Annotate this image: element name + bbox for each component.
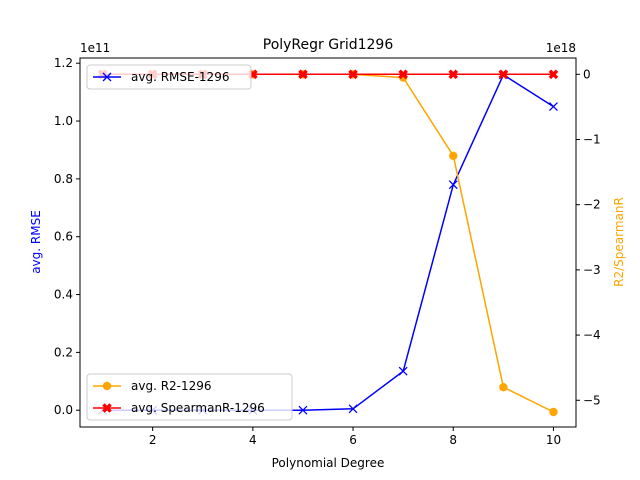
left-tick-label: 1.2	[54, 56, 73, 70]
data-point	[398, 366, 408, 376]
right-tick-label: −3	[583, 263, 601, 277]
right-offset-text: 1e18	[546, 41, 576, 55]
ticks-layer: 2 4 6 8 10 0.0 0.2 0.4 0.6 0.8 1.0 1.2 −5 −4 −3 −2 −1 0	[54, 56, 601, 447]
legend-entry: avg. RMSE-1296	[93, 70, 229, 84]
y-axis-label-left: avg. RMSE	[29, 210, 43, 274]
marker-stroke	[498, 69, 509, 80]
x-tick-label: 6	[349, 433, 357, 447]
data-point	[498, 69, 509, 80]
x-tick-label: 2	[149, 433, 157, 447]
data-point	[548, 102, 558, 112]
marker-stroke	[548, 69, 559, 80]
legend-marker	[102, 72, 112, 82]
right-tick-label: −5	[583, 393, 601, 407]
legend-label: avg. SpearmanR-1296	[131, 401, 265, 415]
marker-stroke	[398, 366, 408, 376]
right-tick-label: −1	[583, 132, 601, 146]
right-tick-label: −2	[583, 198, 601, 212]
left-tick-label: 1.0	[54, 114, 73, 128]
legend-marker	[102, 403, 112, 413]
left-tick-label: 0.2	[54, 345, 73, 359]
marker-stroke	[548, 102, 558, 112]
data-point	[549, 407, 558, 417]
legend-box	[86, 373, 293, 421]
data-point	[548, 69, 559, 80]
marker-stroke	[448, 180, 458, 190]
legend-entry: avg. SpearmanR-1296	[93, 401, 265, 415]
marker-stroke	[398, 69, 408, 80]
legend-0: avg. RMSE-1296	[86, 64, 252, 90]
data-point	[348, 404, 358, 414]
x-tick-label: 10	[546, 433, 561, 447]
legend-label: avg. RMSE-1296	[131, 70, 229, 84]
legend-marker	[102, 381, 112, 391]
data-point	[298, 405, 308, 415]
left-offset-text: 1e11	[80, 41, 110, 55]
data-point	[348, 69, 358, 80]
x-tick-label: 8	[449, 433, 457, 447]
left-tick-label: 0.4	[54, 288, 73, 302]
data-point	[298, 69, 308, 80]
left-tick-label: 0.0	[54, 403, 73, 417]
data-point	[499, 383, 508, 392]
legend-layer: avg. RMSE-1296 avg. R2-1296 avg. SpearmanR…	[86, 64, 293, 421]
left-tick-label: 0.6	[54, 230, 73, 244]
marker-stroke	[348, 69, 358, 80]
data-point	[448, 69, 459, 80]
legend-box	[86, 64, 252, 90]
data-point	[448, 180, 458, 190]
chart-title: PolyRegr Grid1296	[263, 37, 394, 53]
right-tick-label: −4	[583, 328, 601, 342]
legend-label: avg. R2-1296	[131, 379, 212, 393]
left-tick-label: 0.8	[54, 172, 73, 186]
plot-frame	[79, 57, 577, 428]
legend-entry: avg. R2-1296	[93, 379, 212, 393]
x-axis-label: Polynomial Degree	[272, 456, 385, 470]
marker-stroke	[298, 405, 308, 415]
marker-stroke	[298, 69, 308, 80]
marker-stroke	[348, 404, 358, 414]
marker-stroke	[102, 403, 112, 413]
legend-1: avg. R2-1296 avg. SpearmanR-1296	[86, 373, 293, 421]
right-tick-label: 0	[583, 67, 591, 81]
data-point	[398, 69, 408, 80]
x-tick-label: 4	[249, 433, 257, 447]
y-axis-label-right: R2/SpearmanR	[612, 197, 626, 287]
data-point	[449, 151, 458, 160]
marker-stroke	[448, 69, 459, 80]
marker-stroke	[102, 72, 112, 82]
